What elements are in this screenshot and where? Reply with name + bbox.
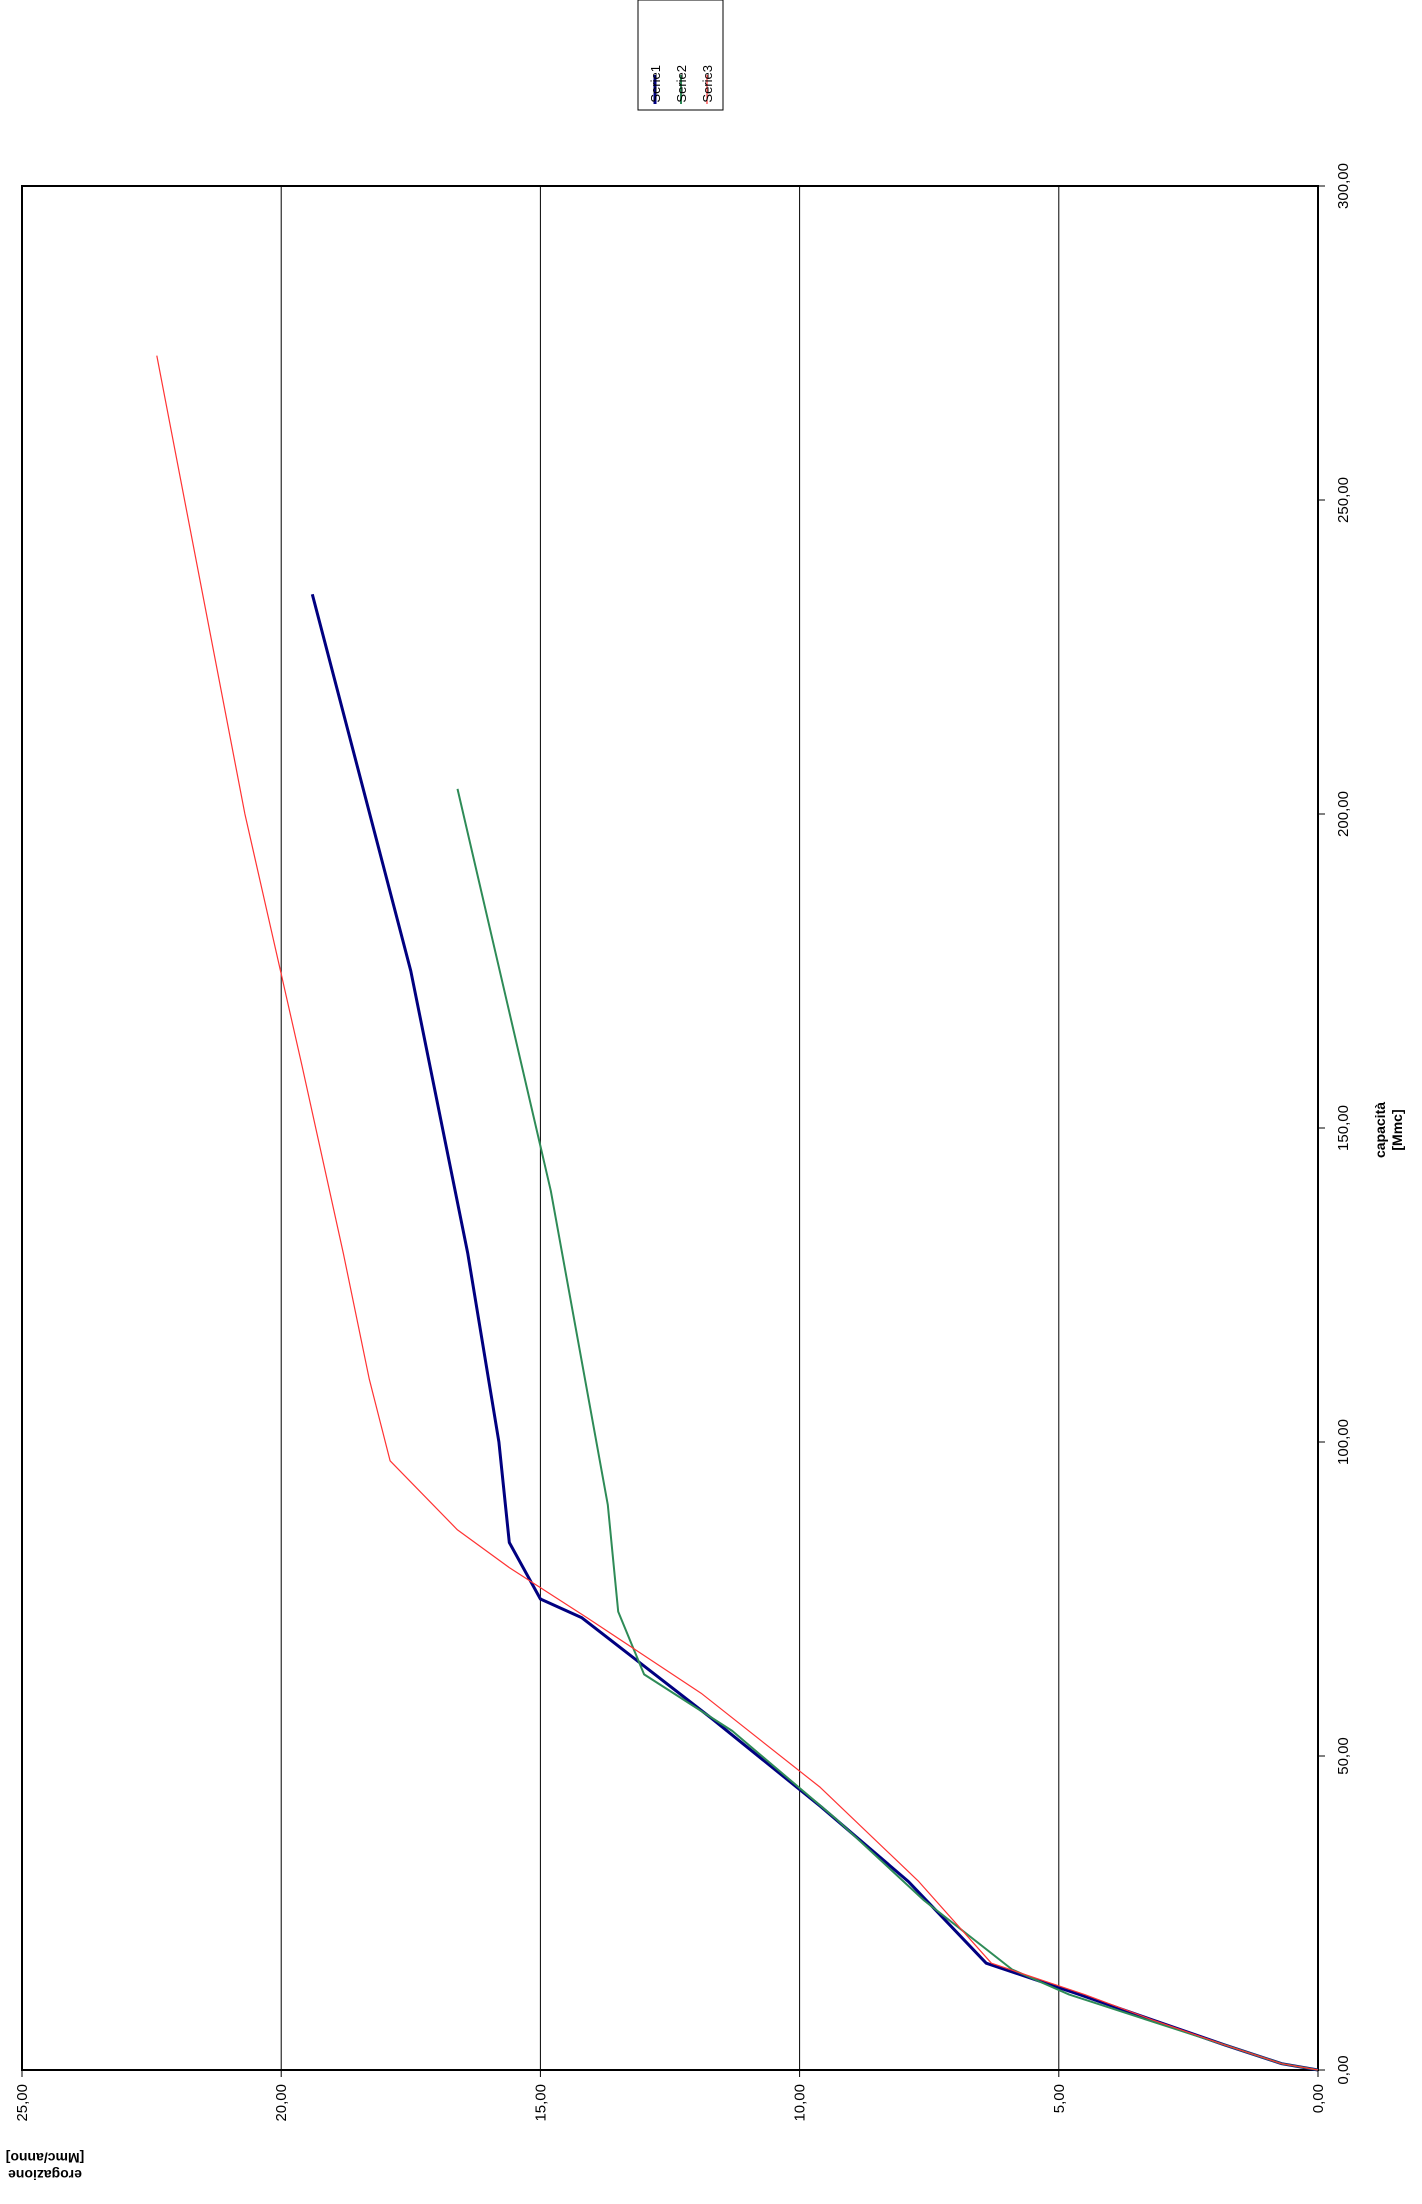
x-tick-label: 50,00: [1335, 1737, 1352, 1775]
x-tick-label: 100,00: [1335, 1419, 1352, 1465]
legend-label-serie3: Serie3: [700, 65, 715, 103]
y-tick-label: 10,00: [792, 2084, 809, 2122]
series-line-serie3: [156, 355, 1319, 2071]
x-tick-label: 250,00: [1335, 477, 1352, 523]
x-axis-title: capacità: [1372, 1102, 1388, 1158]
y-tick-label: 20,00: [273, 2084, 290, 2122]
y-tick-label: 25,00: [14, 2084, 31, 2122]
x-tick-label: 200,00: [1335, 791, 1352, 837]
legend: Serie1 Serie2 Serie3: [637, 0, 724, 111]
y-tick-label: 5,00: [1051, 2084, 1068, 2113]
legend-label-serie1: Serie1: [648, 65, 663, 103]
tick-layer: 0,00 5,00 10,00 15,00 20,00 25,00 0,00 50,00 100…: [14, 163, 1352, 2121]
x-tick-label: 300,00: [1335, 163, 1352, 209]
x-tick-label: 0,00: [1335, 2055, 1352, 2084]
y-axis-unit: [Mmc/anno]: [6, 2150, 85, 2166]
x-tick-label: 150,00: [1335, 1105, 1352, 1151]
y-axis-title: erogazione: [8, 2167, 82, 2183]
x-axis-unit: [Mmc]: [1389, 1109, 1405, 1150]
series-layer: [156, 355, 1319, 2072]
legend-label-serie2: Serie2: [674, 65, 689, 103]
y-tick-label: 0,00: [1310, 2084, 1327, 2113]
y-tick-label: 15,00: [532, 2084, 549, 2122]
grid-layer: [280, 186, 1060, 2070]
